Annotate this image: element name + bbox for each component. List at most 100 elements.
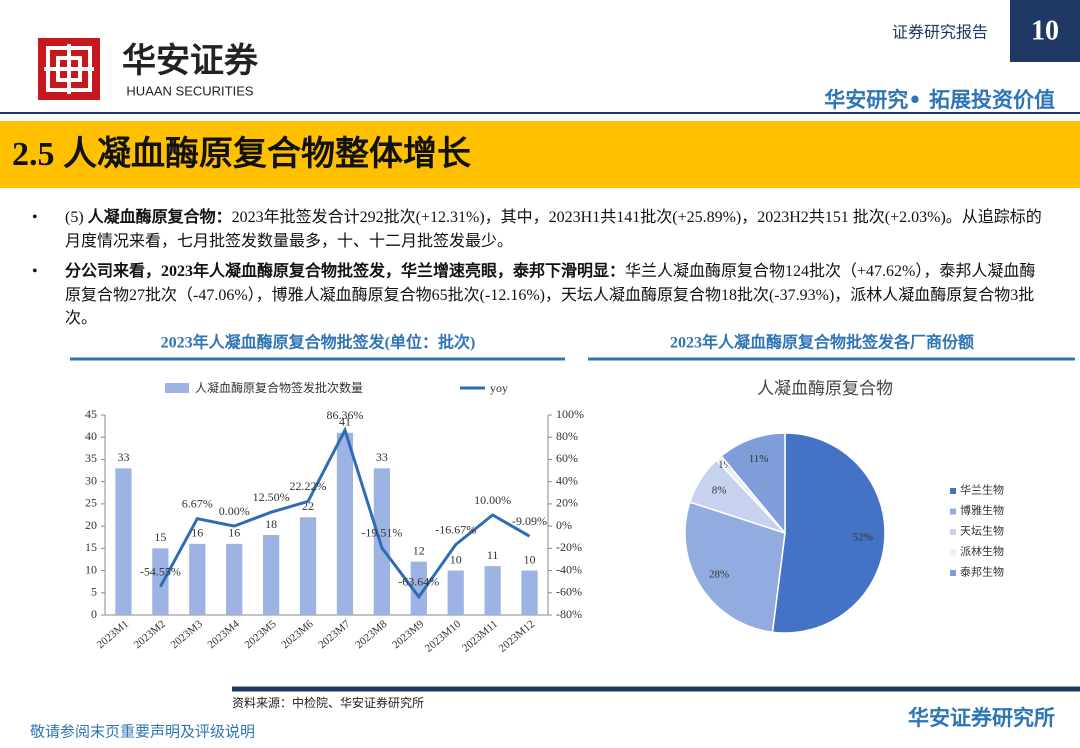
bar (299, 517, 317, 615)
data-label: 12.50% (253, 490, 290, 504)
bullet-bold: 人凝血酶原复合物： (87, 209, 232, 226)
slogan: 华安研究• 拓展投资价值 (824, 88, 1055, 112)
y2-tick-label: -20% (556, 540, 582, 554)
x-tick-label: 2023M10 (423, 618, 464, 655)
legend-swatch (950, 549, 956, 556)
x-tick-label: 2023M1 (95, 618, 131, 651)
data-label: -16.67% (435, 522, 476, 536)
y-tick-label: 45 (85, 407, 97, 421)
x-tick-label: 2023M9 (390, 618, 427, 651)
pie-subtitle: 人凝血酶原复合物 (757, 379, 893, 398)
bar (521, 570, 538, 615)
banner-title: 2.5 人凝血酶原复合物整体增长 (12, 135, 471, 173)
x-tick-label: 2023M7 (316, 618, 353, 651)
bar (152, 548, 169, 615)
data-label: 52% (853, 531, 873, 543)
bar (484, 566, 501, 615)
legend-swatch (950, 529, 956, 535)
data-label: 28% (709, 568, 729, 580)
legend-swatch (950, 508, 956, 515)
bar (115, 468, 132, 615)
yoy-line (159, 426, 531, 600)
data-label: 10.00% (474, 493, 511, 507)
data-label: -54.55% (140, 564, 181, 578)
x-tick-label: 2023M2 (132, 618, 168, 651)
y-tick-label: 40 (85, 429, 97, 443)
data-label: 15 (154, 530, 166, 544)
bullet: 分公司来看，2023年人凝血酶原复合物批签发，华兰增速亮眼，泰邦下滑明显：华兰人… (32, 260, 1050, 331)
y2-tick-label: -60% (556, 585, 582, 599)
x-tick-label: 2023M8 (353, 618, 390, 651)
data-label: -63.64% (398, 575, 439, 589)
legend-label: yoy (490, 381, 508, 395)
legend-label: 华兰生物 (960, 483, 1004, 497)
page-box (1010, 0, 1080, 62)
data-label: 10 (524, 552, 536, 566)
banner (0, 121, 1080, 188)
x-tick-label: 2023M3 (169, 618, 206, 651)
data-label: 12 (413, 543, 425, 557)
y-tick-label: 15 (85, 540, 97, 554)
y2-tick-label: 100% (556, 407, 584, 421)
chart-title: 2023年人凝血酶原复合物批签发各厂商份额 (670, 333, 974, 352)
x-tick-label: 2023M12 (497, 618, 537, 655)
y2-tick-label: 80% (556, 429, 578, 443)
y2-tick-label: 0% (556, 518, 572, 532)
legend-label: 博雅生物 (960, 503, 1004, 517)
bullet-text: 2023年批签发合计292批次(+12.31%)，其中，2023H1共141批次… (65, 209, 1042, 250)
bullet-prefix: (5) (65, 209, 88, 226)
data-label: 33 (376, 450, 388, 464)
bar (263, 535, 280, 615)
y-tick-label: 30 (85, 473, 97, 487)
y2-tick-label: -40% (556, 562, 582, 576)
y-tick-label: 10 (85, 562, 97, 576)
x-tick-label: 2023M11 (460, 618, 500, 654)
data-label: 18 (265, 517, 277, 531)
report-type: 证券研究报告 (892, 24, 988, 42)
bar (336, 432, 354, 615)
data-label: 8% (712, 485, 727, 497)
brand-cn: 华安证券 (122, 42, 259, 80)
pie-slice (771, 432, 886, 634)
legend-swatch (950, 570, 956, 576)
data-label: 86.36% (326, 408, 363, 422)
bullet-bold: 分公司来看，2023年人凝血酶原复合物批签发，华兰增速亮眼，泰邦下滑明显： (65, 263, 626, 280)
legend-label: 天坛生物 (960, 524, 1004, 538)
y-tick-label: 5 (91, 585, 97, 599)
pie-slice (720, 432, 786, 536)
data-label: -9.09% (512, 514, 547, 528)
data-label: 6.67% (182, 496, 213, 510)
data-label: 33 (117, 450, 129, 464)
y-tick-label: 35 (85, 451, 97, 465)
brand-en: HUAAN SECURITIES (126, 83, 253, 98)
data-label: 41 (339, 415, 351, 429)
x-tick-label: 2023M6 (279, 618, 316, 651)
legend-label: 人凝血酶原复合物签发批次数量 (195, 380, 363, 395)
y2-tick-label: -80% (556, 607, 582, 621)
bar (226, 543, 243, 615)
bar (410, 561, 427, 615)
data-label: -19.51% (361, 526, 402, 540)
y-tick-label: 20 (85, 518, 97, 532)
legend-label: 泰邦生物 (960, 565, 1004, 579)
disclaimer: 敬请参阅末页重要声明及评级说明 (30, 722, 255, 740)
x-tick-label: 2023M5 (242, 618, 279, 651)
data-label: 22.22% (290, 479, 327, 493)
legend-label: 派林生物 (960, 544, 1004, 558)
chart-title: 2023年人凝血酶原复合物批签发(单位：批次) (161, 333, 476, 352)
y2-tick-label: 60% (556, 451, 578, 465)
legend-swatch (165, 383, 189, 393)
data-label: 11% (749, 453, 769, 465)
x-tick-label: 2023M4 (205, 618, 242, 651)
data-label: 10 (450, 552, 462, 566)
logo-pattern (44, 44, 94, 94)
pie-slice (684, 501, 786, 634)
bar (373, 468, 390, 615)
bar (189, 543, 206, 615)
y-tick-label: 25 (85, 496, 97, 510)
source: 资料来源：中检院、华安证券研究所 (232, 695, 424, 710)
y2-tick-label: 20% (556, 496, 578, 510)
y-tick-label: 0 (91, 607, 97, 621)
